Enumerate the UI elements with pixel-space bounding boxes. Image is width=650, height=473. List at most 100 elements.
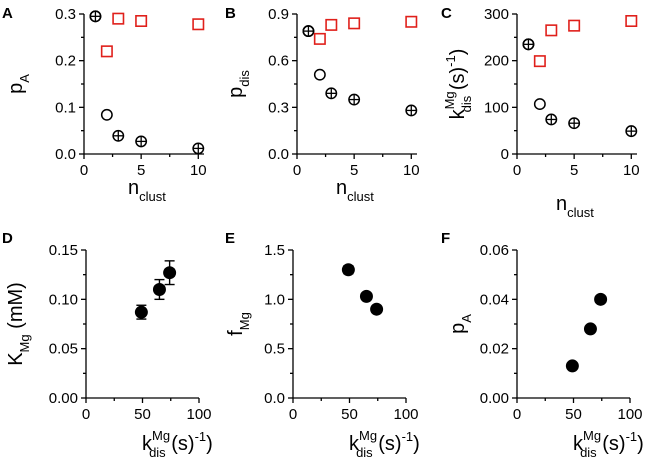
series-crossed-circles [522, 38, 638, 138]
y-tick-label: 0.0 [264, 390, 285, 407]
y-tick-label: 100 [484, 99, 509, 116]
x-tick-label: 50 [565, 406, 582, 423]
x-axis-label-sub: clust [139, 189, 166, 204]
y-axis-label-sup: Mg [442, 91, 457, 109]
y-axis-label-tail: (mM) [5, 282, 27, 334]
y-tick-label: 0.2 [55, 53, 76, 70]
y-tick-label: 0.3 [268, 99, 289, 116]
data-point [112, 12, 125, 25]
data-point [522, 38, 535, 51]
x-tick-label: 0 [293, 162, 301, 179]
y-tick-label: 0.05 [49, 341, 78, 358]
x-tick-label: 50 [341, 406, 358, 423]
panel-letter: C [441, 5, 452, 22]
data-point [152, 282, 166, 296]
x-axis-label-main: k [349, 433, 360, 455]
x-axis-label-sup: Mg [583, 428, 601, 443]
data-point [100, 108, 113, 121]
panel-letter: A [2, 5, 13, 22]
y-tick-label: 0.06 [480, 242, 509, 259]
data-point [568, 117, 581, 130]
data-point [594, 292, 608, 306]
x-tick-label: 10 [403, 162, 420, 179]
y-axis-label-main: k [447, 108, 469, 119]
y-axis-label: KMg (mM) [5, 282, 32, 366]
x-axis-label-exp: -1 [402, 429, 414, 444]
series-crossed-circles [302, 25, 418, 117]
y-tick-label: 0.3 [55, 6, 76, 23]
x-axis-label-tail: (s) [597, 433, 626, 455]
x-axis-label-exp: -1 [195, 429, 207, 444]
data-point [135, 15, 148, 27]
y-tick-label: 0.6 [268, 53, 289, 70]
y-axis-label-main: K [5, 352, 27, 366]
y-axis-label-main: f [225, 330, 247, 336]
x-axis-label-sup: Mg [359, 428, 377, 443]
y-tick-label: 0.0 [55, 146, 76, 163]
y-tick-label: 0.00 [49, 390, 78, 407]
y-tick-label: 0.1 [55, 99, 76, 116]
x-axis-label: nclust [336, 177, 374, 204]
series-red-squares [100, 12, 205, 58]
data-point [348, 17, 361, 30]
y-axis-label-tail: (s) [447, 67, 469, 96]
series-filled-circles [341, 263, 384, 316]
y-tick-label: 0.00 [480, 390, 509, 407]
x-tick-label: 5 [350, 162, 358, 179]
data-point [192, 18, 205, 31]
x-tick-label: 5 [570, 162, 578, 179]
y-tick-label: 0.10 [49, 291, 78, 308]
data-point [313, 32, 326, 45]
data-point [341, 263, 355, 277]
data-point [348, 93, 361, 106]
data-point [359, 289, 373, 303]
y-axis-label: pdis [225, 70, 252, 98]
y-axis-label-main: p [225, 87, 247, 98]
y-tick-label: 0.15 [49, 242, 78, 259]
x-axis-label-exp: -1 [626, 429, 638, 444]
data-point [565, 359, 579, 373]
data-point [545, 113, 558, 126]
y-tick-label: 0.9 [268, 6, 289, 23]
x-axis-label-close: ) [413, 433, 420, 455]
y-axis-label-exp: -1 [443, 55, 458, 67]
x-axis-label-sub: clust [347, 189, 374, 204]
data-point [583, 322, 597, 336]
y-axis-label: pA [5, 74, 32, 94]
x-axis-label-sub: dis [580, 445, 597, 460]
data-point [325, 87, 338, 100]
x-axis-label-main: k [142, 433, 153, 455]
x-axis-label: kMg dis (s)-1) [349, 428, 420, 460]
y-tick-label: 0.04 [480, 291, 509, 308]
data-point [192, 142, 205, 155]
x-tick-label: 0 [289, 406, 297, 423]
x-axis-label-main: k [573, 433, 584, 455]
y-axis-label: fMg [225, 312, 252, 336]
y-axis-label-sub: A [17, 74, 32, 83]
data-point [313, 68, 326, 81]
y-axis-label: kMg dis (s)-1) [442, 49, 474, 120]
x-axis-label-sub: dis [149, 445, 166, 460]
x-axis-label-main: n [556, 193, 567, 215]
y-axis-label: pA [447, 314, 474, 334]
x-axis-label-main: n [336, 177, 347, 199]
x-tick-label: 0 [82, 406, 90, 423]
data-point [405, 104, 418, 117]
x-tick-label: 0 [80, 162, 88, 179]
x-axis-label: kMg dis (s)-1) [142, 428, 213, 460]
data-point [568, 19, 581, 32]
panel-letter: E [225, 230, 235, 247]
data-point [89, 10, 102, 23]
data-point [163, 266, 177, 280]
data-point [533, 98, 546, 111]
data-point [545, 24, 558, 37]
x-axis-label-main: n [128, 177, 139, 199]
series-red-squares [313, 15, 418, 45]
x-axis-label-tail: (s) [166, 433, 195, 455]
x-tick-label: 100 [617, 406, 642, 423]
series-crossed-circles [89, 10, 205, 155]
series-filled-circles [565, 292, 608, 373]
